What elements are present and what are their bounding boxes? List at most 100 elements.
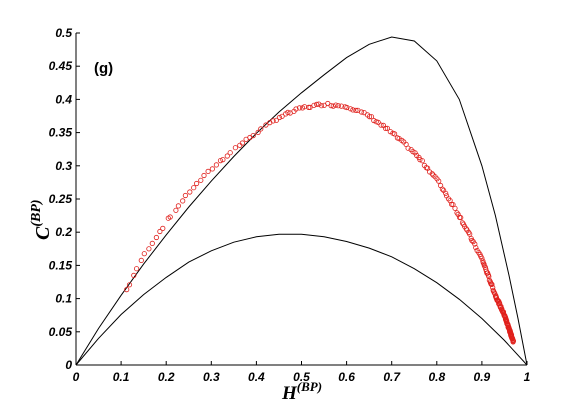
x-tick-label: 0.9 — [474, 370, 491, 384]
data-point — [293, 106, 299, 112]
data-point — [285, 109, 291, 116]
data-point — [452, 205, 458, 211]
data-point — [149, 240, 155, 246]
x-axis-title-main: H — [281, 383, 298, 404]
x-tick-label: 0.1 — [113, 370, 130, 384]
bound-curves — [75, 36, 528, 366]
data-point — [335, 103, 341, 109]
data-point — [473, 245, 479, 251]
data-point — [273, 117, 279, 123]
x-tick-label: 0 — [73, 370, 80, 384]
y-tick-label: 0.35 — [49, 126, 73, 140]
data-point — [134, 266, 140, 272]
data-point — [419, 158, 425, 164]
data-point — [224, 153, 230, 159]
data-point — [191, 185, 197, 191]
data-point — [371, 117, 377, 124]
data-point — [382, 125, 389, 131]
data-point — [307, 104, 313, 111]
data-point — [153, 234, 159, 241]
data-point — [205, 168, 211, 174]
data-point — [436, 178, 442, 184]
data-point — [141, 251, 147, 257]
y-axis-title-main: C — [32, 226, 54, 240]
data-point — [384, 125, 390, 131]
data-point — [198, 177, 204, 183]
data-point — [368, 114, 375, 120]
data-point — [160, 225, 166, 231]
data-point — [217, 158, 224, 164]
y-tick-label: 0.5 — [55, 26, 72, 40]
data-point — [429, 171, 435, 177]
data-point — [201, 172, 207, 179]
data-point — [138, 257, 144, 263]
data-point — [391, 131, 398, 137]
data-point — [167, 214, 173, 220]
y-axis-title: C(BP) — [29, 199, 54, 240]
data-point — [311, 102, 317, 108]
scatter-points — [124, 100, 517, 345]
data-point — [486, 273, 492, 280]
data-point — [187, 189, 193, 195]
data-point — [412, 150, 418, 156]
data-point — [358, 109, 365, 115]
data-point — [263, 122, 269, 128]
data-point — [318, 103, 325, 109]
data-point — [131, 272, 137, 278]
data-point — [330, 103, 336, 109]
data-point — [479, 255, 485, 261]
data-point — [220, 157, 226, 163]
data-point — [180, 198, 186, 204]
data-point — [405, 145, 411, 151]
data-point — [350, 107, 356, 113]
y-tick-label: 0 — [65, 358, 72, 372]
x-tick-label: 0.3 — [203, 370, 220, 384]
data-point — [239, 140, 245, 146]
data-point — [378, 122, 384, 128]
x-tick-label: 0.7 — [383, 370, 401, 384]
data-point — [255, 129, 261, 135]
data-point — [175, 203, 181, 209]
data-point — [338, 103, 344, 109]
data-point — [375, 119, 381, 126]
y-ticks: 0 0.05 0.1 0.15 0.2 0.25 0.3 0.35 0.4 0.45 0.5 — [49, 26, 80, 372]
y-tick-label: 0.2 — [55, 225, 72, 239]
y-tick-label: 0.4 — [55, 92, 72, 106]
data-point — [333, 102, 339, 108]
data-point — [347, 106, 354, 112]
data-point — [455, 211, 461, 217]
y-tick-label: 0.45 — [49, 59, 73, 73]
data-point — [250, 133, 256, 139]
data-point — [467, 231, 473, 237]
data-point — [279, 113, 285, 119]
data-point — [270, 118, 276, 124]
data-point — [146, 246, 152, 252]
data-point — [510, 338, 517, 344]
data-point — [489, 281, 495, 287]
data-point — [276, 114, 283, 121]
y-axis-title-sup: (BP) — [29, 199, 44, 226]
data-point — [439, 186, 445, 192]
y-tick-label: 0.05 — [49, 325, 73, 339]
data-point — [209, 166, 215, 172]
data-point — [126, 282, 133, 288]
data-point — [258, 126, 264, 132]
data-point — [194, 180, 200, 187]
axes — [75, 33, 527, 366]
upper-bound-curve — [75, 36, 528, 366]
panel-label: (g) — [94, 60, 113, 77]
data-point — [157, 228, 163, 235]
data-point — [124, 286, 130, 293]
data-point — [443, 190, 449, 196]
data-point — [227, 150, 233, 156]
x-axis-title: H(BP) — [281, 379, 322, 404]
data-point — [173, 207, 179, 213]
x-tick-label: 1 — [524, 370, 531, 384]
x-tick-label: 0.2 — [158, 370, 175, 384]
data-point — [182, 192, 188, 199]
data-point — [353, 107, 359, 114]
data-point — [232, 145, 238, 151]
y-tick-label: 0.15 — [49, 258, 73, 272]
